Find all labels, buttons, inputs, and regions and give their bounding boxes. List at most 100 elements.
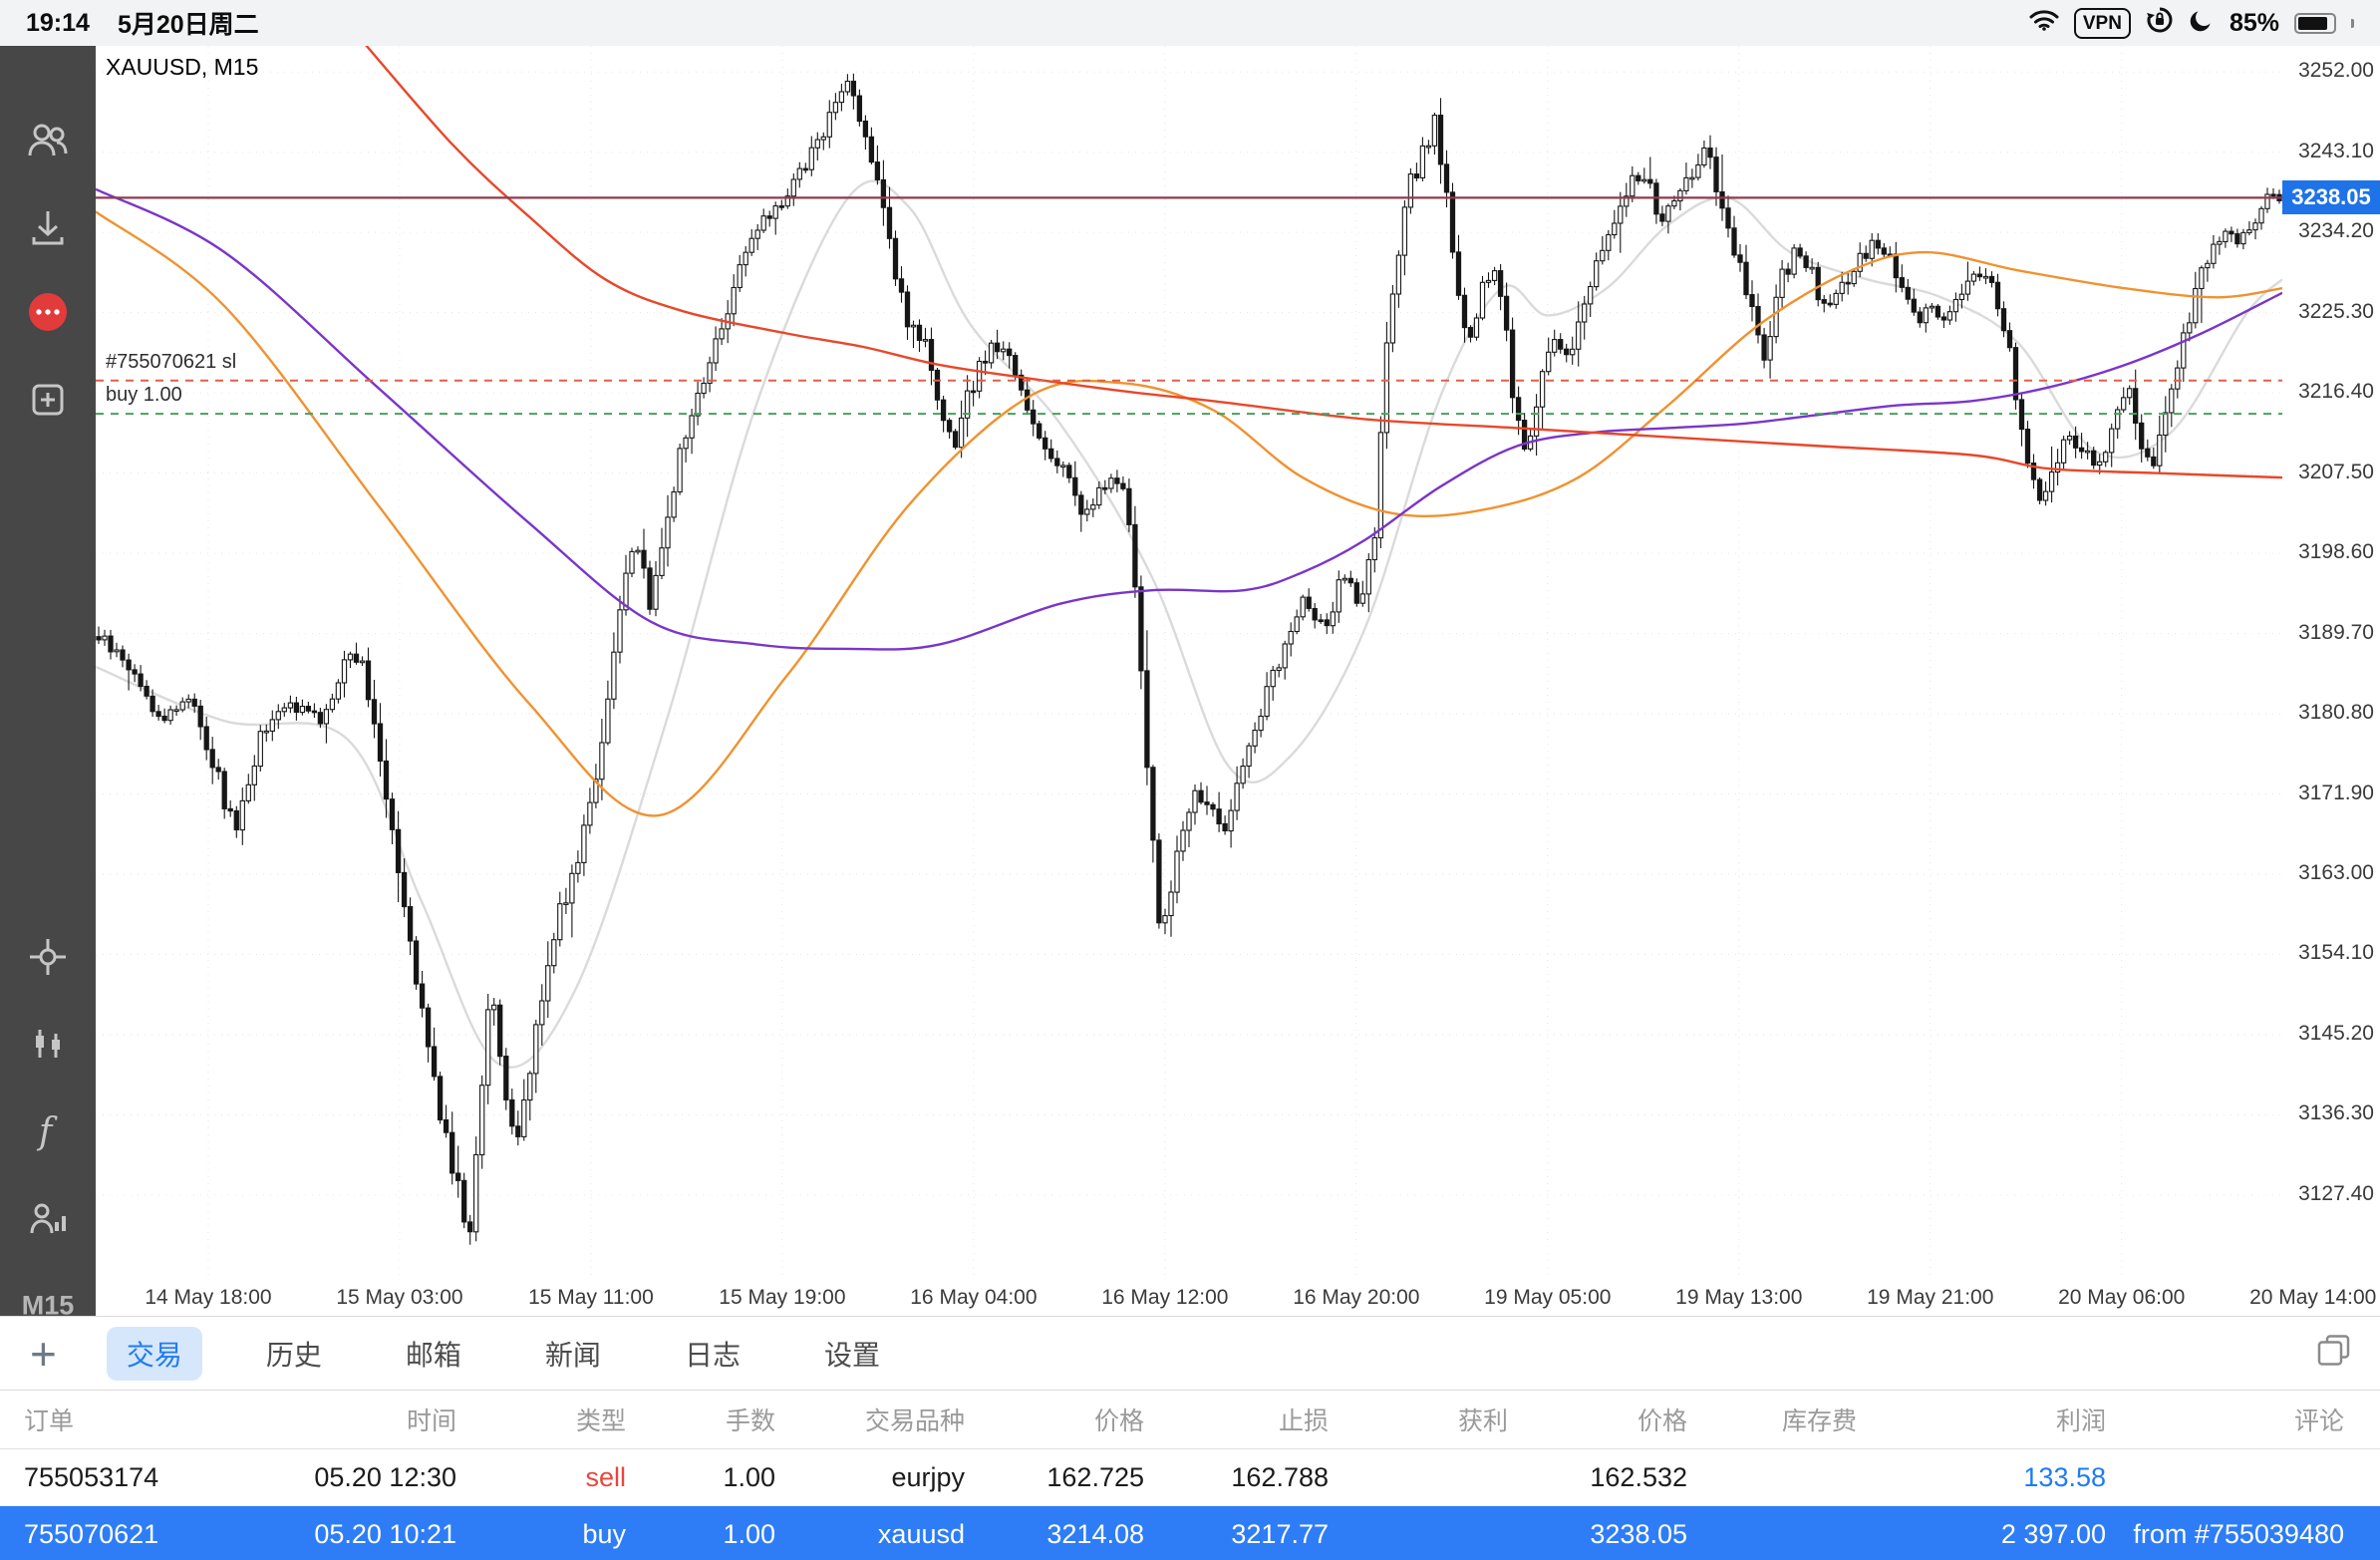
orders-table-header: 订单 时间 类型 手数 交易品种 价格 止损 获利 价格 库存费 利润 评论	[0, 1391, 2380, 1449]
buy-position-line-label: buy 1.00	[106, 384, 182, 407]
order-cell: 05.20 10:21	[314, 1518, 456, 1549]
orders-header-cell: 订单	[24, 1407, 75, 1435]
order-cell: xauusd	[877, 1518, 965, 1549]
tab-journal[interactable]: 日志	[684, 1339, 741, 1371]
order-cell: 2 397.00	[2000, 1518, 2106, 1549]
price-axis-label: 3171.90	[2298, 780, 2374, 804]
battery-percent: 85%	[2229, 8, 2279, 37]
order-cell: 162.788	[1231, 1461, 1329, 1492]
price-axis-label: 3127.40	[2298, 1181, 2374, 1205]
price-axis-label: 3252.00	[2298, 59, 2374, 83]
orders-header-cell: 价格	[1636, 1407, 1687, 1435]
functions-icon[interactable]: f	[26, 1110, 70, 1154]
download-quotes-icon[interactable]	[26, 203, 70, 247]
vpn-badge: VPN	[2073, 7, 2131, 39]
price-chart[interactable]	[96, 46, 2282, 1279]
order-cell: 05.20 12:30	[314, 1461, 456, 1492]
crosshair-icon[interactable]	[26, 935, 70, 979]
price-axis-label: 3234.20	[2298, 219, 2374, 243]
orders-header-cell: 止损	[1278, 1407, 1329, 1435]
time-axis-label: 14 May 18:00	[145, 1286, 272, 1309]
orders-header-cell: 交易品种	[864, 1407, 965, 1435]
price-axis-label: 3154.10	[2298, 941, 2374, 965]
wifi-icon	[2029, 8, 2059, 39]
left-sidebar: f M15	[0, 46, 96, 1321]
time-axis-label: 16 May 04:00	[910, 1286, 1038, 1309]
status-left: 19:14 5月20日周二	[26, 5, 259, 41]
messages-icon[interactable]	[26, 290, 70, 334]
time-axis-label: 19 May 21:00	[1867, 1286, 1994, 1309]
new-order-icon[interactable]	[26, 378, 70, 422]
order-row[interactable]: 755070621 05.20 10:21 buy 1.00 xauusd 3214.08…	[0, 1506, 2380, 1560]
order-cell: 755070621	[24, 1518, 159, 1549]
tab-trade[interactable]: 交易	[106, 1326, 202, 1381]
indicators-icon[interactable]	[26, 1022, 70, 1066]
orders-table: 订单 时间 类型 手数 交易品种 价格 止损 获利 价格 库存费 利润 评论 755053174 05.…	[0, 1391, 2380, 1560]
timeframe-button[interactable]: M15	[21, 1290, 75, 1321]
time-axis-label: 15 May 11:00	[528, 1286, 654, 1309]
ma-mid-orange	[96, 210, 2282, 817]
battery-icon	[2294, 12, 2336, 34]
order-row[interactable]: 755053174 05.20 12:30 sell 1.00 eurjpy 162.72…	[0, 1449, 2380, 1506]
time-axis-label: 15 May 19:00	[719, 1286, 846, 1309]
price-axis[interactable]: 3238.05 3252.00 3243.10 3234.20 3225.30 3216…	[2282, 46, 2380, 1279]
clock: 19:14	[26, 8, 90, 37]
orders-table-body: 755053174 05.20 12:30 sell 1.00 eurjpy 162.72…	[0, 1449, 2380, 1560]
candles	[96, 73, 2282, 1245]
price-axis-label: 3198.60	[2298, 540, 2374, 564]
toolbar-tabs: 交易 历史 邮箱 新闻 日志 设置	[106, 1326, 900, 1381]
order-cell: 3217.77	[1231, 1518, 1329, 1549]
status-right: VPN 85%	[2029, 6, 2354, 41]
price-axis-label: 3243.10	[2298, 139, 2374, 162]
ma-fast-gray	[96, 179, 2282, 1069]
time-axis-label: 16 May 20:00	[1293, 1286, 1420, 1309]
ma-trend-red	[365, 46, 2282, 479]
window-layout-icon[interactable]	[2316, 1332, 2352, 1375]
orders-header-cell: 库存费	[1781, 1407, 1857, 1435]
stop-loss-line-label: #755070621 sl	[106, 350, 237, 373]
order-cell: 162.725	[1046, 1461, 1144, 1492]
time-axis-label: 19 May 13:00	[1675, 1286, 1803, 1309]
moon-icon	[2189, 7, 2215, 40]
order-cell: sell	[585, 1461, 626, 1492]
orders-header-cell: 类型	[575, 1407, 626, 1435]
status-bar: 19:14 5月20日周二 VPN 8	[0, 0, 2380, 46]
order-cell: eurjpy	[891, 1461, 965, 1492]
price-axis-label: 3180.80	[2298, 701, 2374, 725]
order-cell: 1.00	[723, 1461, 775, 1492]
orders-header-cell: 价格	[1093, 1407, 1144, 1435]
time-axis-label: 20 May 14:00	[2249, 1286, 2377, 1309]
tab-settings[interactable]: 设置	[823, 1339, 880, 1371]
price-axis-label: 3189.70	[2298, 620, 2374, 644]
orders-header-cell: 获利	[1457, 1407, 1508, 1435]
status-date: 5月20日周二	[117, 11, 259, 39]
price-axis-label: 3136.30	[2298, 1101, 2374, 1125]
chart-area[interactable]: XAUUSD, M15 #755070621 sl buy 1.00 3238.…	[96, 46, 2380, 1316]
tab-history[interactable]: 历史	[265, 1339, 322, 1371]
current-price-tag: 3238.05	[2282, 180, 2380, 215]
price-axis-label: 3216.40	[2298, 380, 2374, 404]
orders-header-cell: 评论	[2293, 1407, 2344, 1435]
time-axis-label: 19 May 05:00	[1484, 1286, 1612, 1309]
time-axis-label: 15 May 03:00	[336, 1286, 463, 1309]
time-axis[interactable]: 14 May 18:00 15 May 03:00 15 May 11:00 15 M…	[96, 1279, 2380, 1316]
price-axis-label: 3207.50	[2298, 460, 2374, 483]
accounts-icon[interactable]	[26, 118, 70, 161]
add-order-button[interactable]: +	[30, 1327, 57, 1380]
battery-tip	[2351, 18, 2354, 28]
ma-slow-purple	[96, 187, 2282, 651]
objects-icon[interactable]	[26, 1197, 70, 1241]
order-cell: 133.58	[2023, 1461, 2106, 1492]
chart-symbol-label: XAUUSD, M15	[106, 54, 259, 80]
time-axis-label: 16 May 12:00	[1101, 1286, 1229, 1309]
orientation-lock-icon	[2146, 6, 2174, 41]
orders-header-cell: 手数	[725, 1407, 775, 1435]
price-axis-label: 3225.30	[2298, 299, 2374, 323]
time-axis-label: 20 May 06:00	[2058, 1286, 2186, 1309]
order-cell: 3238.05	[1590, 1518, 1687, 1549]
order-cell: 3214.08	[1046, 1518, 1144, 1549]
tab-mailbox[interactable]: 邮箱	[405, 1339, 461, 1371]
order-cell: 755053174	[24, 1461, 159, 1492]
tab-news[interactable]: 新闻	[544, 1339, 601, 1371]
